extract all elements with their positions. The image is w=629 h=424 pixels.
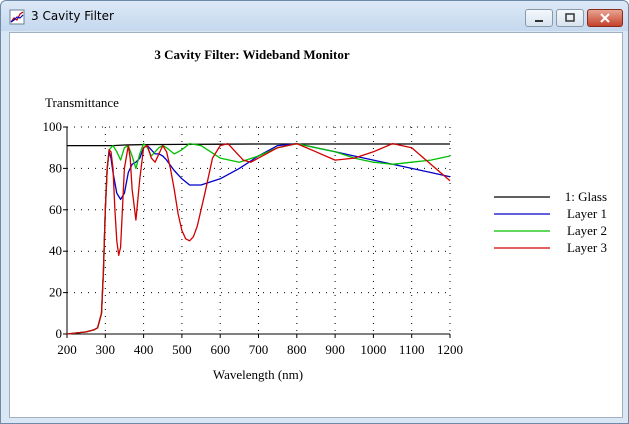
x-tick-label: 900 <box>325 342 345 357</box>
transmittance-chart: 3 Cavity Filter: Wideband Monitor Transm… <box>43 47 608 382</box>
chart-area: 3 Cavity Filter: Wideband Monitor Transm… <box>9 32 623 418</box>
plot-lines <box>66 142 451 335</box>
x-tick-label: 1200 <box>437 342 463 357</box>
tick-labels: 200 300 400 500 600 700 800 900 1000 1100 1200 0 20 4… <box>43 119 464 357</box>
y-tick-label: 0 <box>56 326 63 341</box>
x-tick-label: 200 <box>57 342 77 357</box>
x-tick-label: 600 <box>210 342 230 357</box>
series-line-3 <box>66 142 451 335</box>
legend-label-3: Layer 3 <box>567 240 607 255</box>
x-axis-label: Wavelength (nm) <box>213 367 303 382</box>
x-tick-label: 800 <box>287 342 307 357</box>
window-title: 3 Cavity Filter <box>31 9 114 23</box>
chart-app-icon <box>9 9 25 25</box>
title-bar[interactable]: 3 Cavity Filter <box>1 1 628 31</box>
x-tick-label: 1100 <box>399 342 425 357</box>
x-tick-label: 300 <box>96 342 116 357</box>
minimize-button[interactable] <box>525 9 553 27</box>
y-tick-label: 20 <box>49 285 62 300</box>
legend-label-0: 1: Glass <box>565 189 607 204</box>
close-icon <box>600 13 610 23</box>
y-tick-label: 80 <box>49 160 62 175</box>
close-button[interactable] <box>587 9 623 27</box>
x-tick-label: 700 <box>249 342 269 357</box>
y-tick-label: 40 <box>49 243 62 258</box>
minimize-icon <box>535 20 543 22</box>
chart-title: 3 Cavity Filter: Wideband Monitor <box>154 47 349 62</box>
legend-label-1: Layer 1 <box>567 206 607 221</box>
axes <box>63 126 451 338</box>
maximize-button[interactable] <box>556 9 584 27</box>
x-tick-label: 1000 <box>360 342 386 357</box>
y-tick-label: 60 <box>49 202 62 217</box>
legend-label-2: Layer 2 <box>567 223 607 238</box>
legend: 1: Glass Layer 1 Layer 2 Layer 3 <box>494 189 607 255</box>
y-axis-label: Transmittance <box>45 95 119 110</box>
x-tick-label: 500 <box>172 342 192 357</box>
y-tick-label: 100 <box>43 119 63 134</box>
series-line-0 <box>67 143 450 147</box>
x-tick-label: 400 <box>134 342 154 357</box>
maximize-icon <box>565 13 575 22</box>
